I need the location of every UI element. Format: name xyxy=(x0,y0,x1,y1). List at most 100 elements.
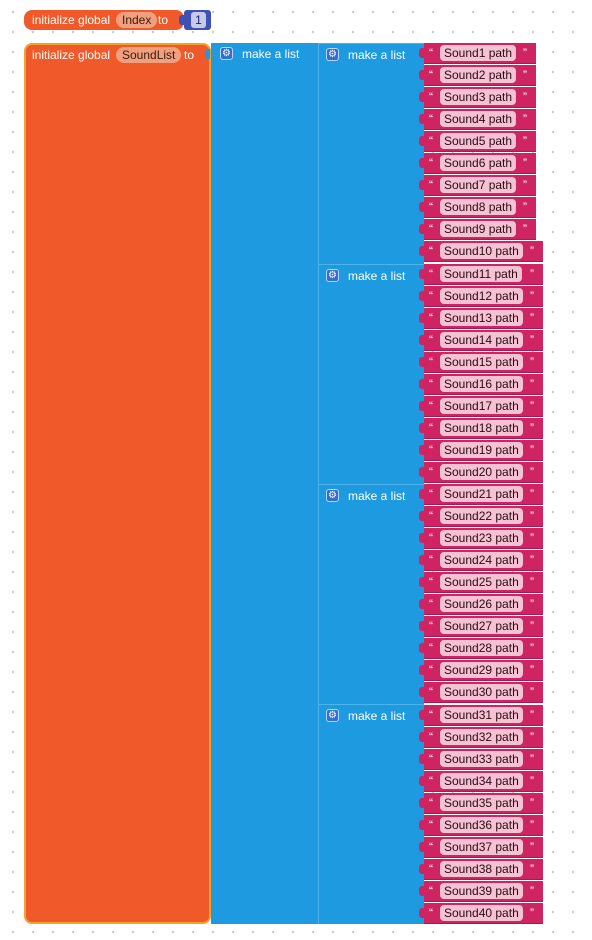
text-string-block[interactable]: “ Sound16 path ” xyxy=(419,374,543,395)
string-value-field[interactable]: Sound24 path xyxy=(440,552,523,568)
string-value-field[interactable]: Sound20 path xyxy=(440,464,523,480)
text-string-block[interactable]: “ Sound38 path ” xyxy=(419,859,543,880)
init-global-soundlist-block[interactable]: initialize global SoundList to xyxy=(24,43,211,924)
string-value-field[interactable]: Sound4 path xyxy=(440,111,517,127)
text-string-block[interactable]: “ Sound21 path ” xyxy=(419,484,543,505)
string-value-field[interactable]: Sound10 path xyxy=(440,243,523,259)
text-string-block[interactable]: “ Sound34 path ” xyxy=(419,771,543,792)
text-string-block[interactable]: “ Sound35 path ” xyxy=(419,793,543,814)
string-value-field[interactable]: Sound19 path xyxy=(440,442,523,458)
text-string-block[interactable]: “ Sound24 path ” xyxy=(419,550,543,571)
string-value-field[interactable]: Sound36 path xyxy=(440,817,523,833)
variable-name-field[interactable]: Index xyxy=(116,12,158,28)
string-value-field[interactable]: Sound21 path xyxy=(440,486,523,502)
gear-icon[interactable]: ⚙ xyxy=(326,709,339,722)
text-string-block[interactable]: “ Sound30 path ” xyxy=(419,682,543,703)
variable-name-field[interactable]: SoundList xyxy=(116,47,182,63)
text-string-block[interactable]: “ Sound10 path ” xyxy=(419,241,543,262)
make-list-block-inner[interactable]: ⚙ make a list xyxy=(312,484,424,704)
string-value-field[interactable]: Sound7 path xyxy=(440,177,517,193)
init-global-index-block[interactable]: initialize global Index to xyxy=(24,10,184,30)
close-quote: ” xyxy=(530,531,534,545)
text-string-block[interactable]: “ Sound4 path ” xyxy=(419,109,536,130)
string-value-field[interactable]: Sound6 path xyxy=(440,155,517,171)
text-string-block[interactable]: “ Sound8 path ” xyxy=(419,197,536,218)
make-list-label: make a list xyxy=(348,269,406,283)
text-string-block[interactable]: “ Sound1 path ” xyxy=(419,43,536,64)
string-value-field[interactable]: Sound22 path xyxy=(440,508,523,524)
text-string-block[interactable]: “ Sound12 path ” xyxy=(419,286,543,307)
open-quote: “ xyxy=(429,178,433,192)
string-value-field[interactable]: Sound25 path xyxy=(440,574,523,590)
number-value-field[interactable]: 1 xyxy=(191,12,206,28)
string-value-field[interactable]: Sound16 path xyxy=(440,376,523,392)
make-list-block-inner[interactable]: ⚙ make a list xyxy=(312,264,424,484)
string-value-field[interactable]: Sound28 path xyxy=(440,640,523,656)
gear-icon[interactable]: ⚙ xyxy=(220,47,233,60)
text-string-block[interactable]: “ Sound13 path ” xyxy=(419,308,543,329)
number-block[interactable]: 1 xyxy=(179,10,211,30)
text-string-block[interactable]: “ Sound37 path ” xyxy=(419,837,543,858)
text-string-block[interactable]: “ Sound14 path ” xyxy=(419,330,543,351)
text-string-block[interactable]: “ Sound20 path ” xyxy=(419,462,543,483)
string-value-field[interactable]: Sound2 path xyxy=(440,67,517,83)
string-value-field[interactable]: Sound29 path xyxy=(440,662,523,678)
text-string-block[interactable]: “ Sound26 path ” xyxy=(419,594,543,615)
text-string-block[interactable]: “ Sound17 path ” xyxy=(419,396,543,417)
string-value-field[interactable]: Sound38 path xyxy=(440,861,523,877)
text-string-block[interactable]: “ Sound27 path ” xyxy=(419,616,543,637)
text-string-block[interactable]: “ Sound39 path ” xyxy=(419,881,543,902)
string-value-field[interactable]: Sound8 path xyxy=(440,199,517,215)
text-string-block[interactable]: “ Sound9 path ” xyxy=(419,219,536,240)
text-string-block[interactable]: “ Sound32 path ” xyxy=(419,727,543,748)
string-value-field[interactable]: Sound40 path xyxy=(440,905,523,921)
string-value-field[interactable]: Sound23 path xyxy=(440,530,523,546)
make-list-block-outer[interactable]: ⚙ make a list xyxy=(205,43,318,924)
text-string-block[interactable]: “ Sound31 path ” xyxy=(419,705,543,726)
make-list-block-inner[interactable]: ⚙ make a list xyxy=(312,43,424,264)
text-string-block[interactable]: “ Sound18 path ” xyxy=(419,418,543,439)
text-string-block[interactable]: “ Sound22 path ” xyxy=(419,506,543,527)
gear-icon[interactable]: ⚙ xyxy=(326,269,339,282)
text-string-block[interactable]: “ Sound2 path ” xyxy=(419,65,536,86)
string-value-field[interactable]: Sound11 path xyxy=(440,266,522,282)
string-value-field[interactable]: Sound15 path xyxy=(440,354,523,370)
string-value-field[interactable]: Sound13 path xyxy=(440,310,523,326)
text-string-block[interactable]: “ Sound36 path ” xyxy=(419,815,543,836)
gear-icon[interactable]: ⚙ xyxy=(326,489,339,502)
text-string-block[interactable]: “ Sound11 path ” xyxy=(419,264,543,285)
text-string-block[interactable]: “ Sound5 path ” xyxy=(419,131,536,152)
text-string-block[interactable]: “ Sound3 path ” xyxy=(419,87,536,108)
text-string-block[interactable]: “ Sound29 path ” xyxy=(419,660,543,681)
string-value-field[interactable]: Sound18 path xyxy=(440,420,523,436)
string-value-field[interactable]: Sound33 path xyxy=(440,751,523,767)
text-string-block[interactable]: “ Sound25 path ” xyxy=(419,572,543,593)
string-value-field[interactable]: Sound34 path xyxy=(440,773,523,789)
string-value-field[interactable]: Sound1 path xyxy=(440,45,517,61)
text-string-block[interactable]: “ Sound28 path ” xyxy=(419,638,543,659)
string-value-field[interactable]: Sound37 path xyxy=(440,839,523,855)
text-string-block[interactable]: “ Sound15 path ” xyxy=(419,352,543,373)
gear-icon[interactable]: ⚙ xyxy=(326,48,339,61)
string-value-field[interactable]: Sound27 path xyxy=(440,618,523,634)
string-value-field[interactable]: Sound9 path xyxy=(440,221,517,237)
string-value-field[interactable]: Sound35 path xyxy=(440,795,523,811)
string-value-field[interactable]: Sound5 path xyxy=(440,133,517,149)
text-string-block[interactable]: “ Sound7 path ” xyxy=(419,175,536,196)
string-value-field[interactable]: Sound32 path xyxy=(440,729,523,745)
string-value-field[interactable]: Sound31 path xyxy=(440,707,523,723)
string-value-field[interactable]: Sound39 path xyxy=(440,883,523,899)
string-value-field[interactable]: Sound17 path xyxy=(440,398,523,414)
string-value-field[interactable]: Sound3 path xyxy=(440,89,517,105)
text-string-block[interactable]: “ Sound40 path ” xyxy=(419,903,543,924)
string-value-field[interactable]: Sound14 path xyxy=(440,332,523,348)
string-value-field[interactable]: Sound26 path xyxy=(440,596,523,612)
text-string-block[interactable]: “ Sound33 path ” xyxy=(419,749,543,770)
text-string-block[interactable]: “ Sound23 path ” xyxy=(419,528,543,549)
text-string-block[interactable]: “ Sound19 path ” xyxy=(419,440,543,461)
text-string-block[interactable]: “ Sound6 path ” xyxy=(419,153,536,174)
connector-tab xyxy=(419,710,424,720)
make-list-block-inner[interactable]: ⚙ make a list xyxy=(312,704,424,924)
string-value-field[interactable]: Sound12 path xyxy=(440,288,523,304)
string-value-field[interactable]: Sound30 path xyxy=(440,684,523,700)
